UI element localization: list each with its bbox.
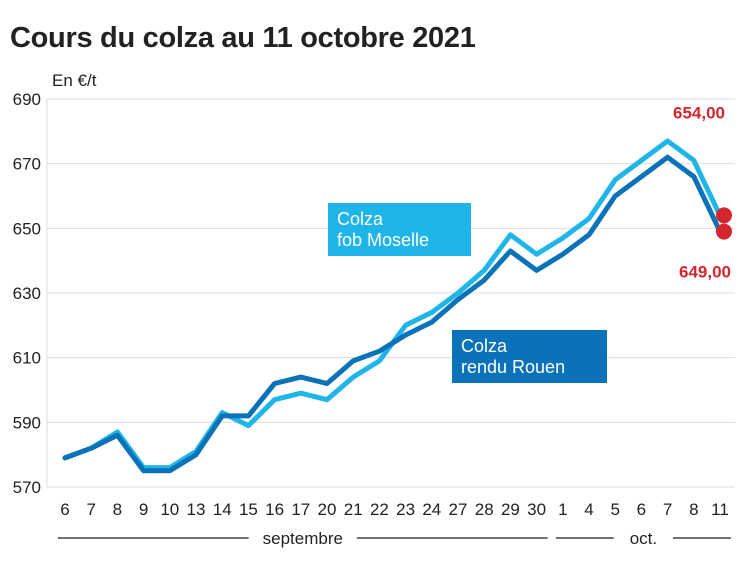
y-axis-ticks: 570 590 610 630 650 670 690 xyxy=(13,90,41,497)
x-tick-label: 27 xyxy=(449,500,468,519)
month-group-label: oct. xyxy=(630,529,657,548)
series-label-text: Colza xyxy=(461,336,508,356)
y-tick-label: 630 xyxy=(13,284,41,303)
y-tick-label: 650 xyxy=(13,219,41,238)
x-tick-label: 13 xyxy=(187,500,206,519)
x-tick-label: 7 xyxy=(86,500,95,519)
x-tick-label: 17 xyxy=(291,500,310,519)
x-tick-label: 6 xyxy=(60,500,69,519)
x-tick-label: 21 xyxy=(344,500,363,519)
x-tick-label: 24 xyxy=(422,500,441,519)
x-tick-label: 22 xyxy=(370,500,389,519)
series-label-box xyxy=(328,203,471,256)
end-value-label: 649,00 xyxy=(679,263,731,282)
x-axis-month-groups: septembre oct. xyxy=(58,529,731,548)
x-tick-label: 15 xyxy=(239,500,258,519)
y-tick-label: 570 xyxy=(13,478,41,497)
x-tick-label: 23 xyxy=(396,500,415,519)
y-tick-label: 610 xyxy=(13,349,41,368)
series-lines xyxy=(62,138,732,474)
y-tick-label: 590 xyxy=(13,413,41,432)
x-tick-label: 20 xyxy=(318,500,337,519)
x-tick-label: 29 xyxy=(501,500,520,519)
grid xyxy=(46,98,735,488)
series-label-box xyxy=(452,330,607,383)
y-axis-label: En €/t xyxy=(52,71,97,90)
x-tick-label: 16 xyxy=(265,500,284,519)
series-line-rendu-rouen xyxy=(62,154,723,474)
x-tick-label: 7 xyxy=(663,500,672,519)
x-tick-label: 9 xyxy=(139,500,148,519)
x-tick-label: 28 xyxy=(475,500,494,519)
x-tick-label: 1 xyxy=(558,500,567,519)
x-tick-label: 8 xyxy=(113,500,122,519)
x-tick-label: 14 xyxy=(213,500,232,519)
chart-title: Cours du colza au 11 octobre 2021 xyxy=(10,22,476,54)
end-point-marker xyxy=(716,207,732,224)
x-tick-label: 4 xyxy=(584,500,593,519)
x-tick-label: 11 xyxy=(711,500,729,519)
month-group-label: septembre xyxy=(263,529,343,548)
x-tick-label: 5 xyxy=(610,500,619,519)
y-tick-label: 670 xyxy=(13,155,41,174)
x-tick-label: 30 xyxy=(527,500,546,519)
end-value-label: 654,00 xyxy=(673,103,725,122)
series-label-text: rendu Rouen xyxy=(461,357,565,377)
x-tick-label: 6 xyxy=(637,500,646,519)
x-axis-ticks: 6 7 8 9 10 13 14 15 16 17 20 21 22 23 24 27 28 29 30 1 4 5 6 7 8… xyxy=(60,500,729,519)
x-tick-label: 8 xyxy=(689,500,698,519)
end-point-marker xyxy=(716,223,732,240)
series-label-text: Colza xyxy=(337,209,384,229)
series-label-text: fob Moselle xyxy=(337,230,429,250)
x-tick-label: 10 xyxy=(160,500,179,519)
y-tick-label: 690 xyxy=(13,90,41,109)
